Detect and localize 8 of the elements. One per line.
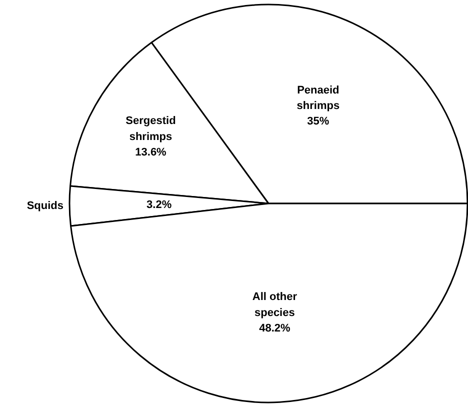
- slice-label: All other species: [252, 291, 298, 319]
- slice-label: Sergestid shrimps: [126, 115, 176, 143]
- data-label: 48.2%: [259, 322, 290, 334]
- data-label: 3.2%: [146, 198, 172, 211]
- data-label: 35%: [307, 116, 330, 128]
- slice-label: Penaeid shrimps: [296, 84, 340, 112]
- slice-label: Squids: [26, 200, 64, 212]
- data-label: 13.6%: [135, 146, 167, 158]
